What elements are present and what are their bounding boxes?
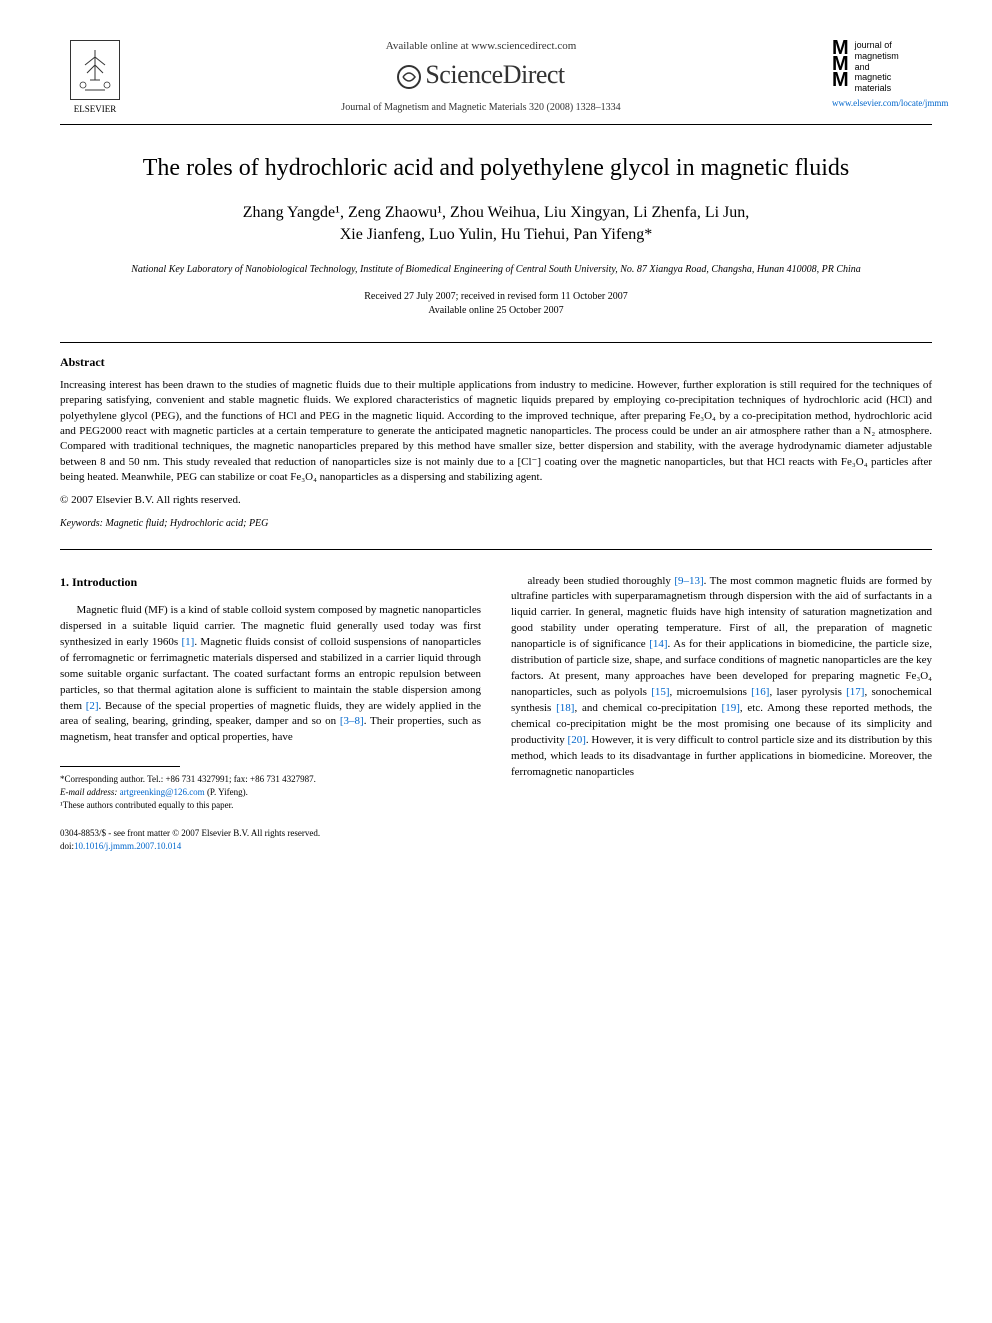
affiliation: National Key Laboratory of Nanobiologica… bbox=[60, 263, 932, 276]
ref-link-1[interactable]: [1] bbox=[182, 636, 195, 648]
journal-name: journal of magnetism and magnetic materi… bbox=[855, 40, 899, 94]
keywords-values: Magnetic fluid; Hydrochloric acid; PEG bbox=[105, 518, 268, 529]
footer-row: 0304-8853/$ - see front matter © 2007 El… bbox=[60, 827, 481, 853]
column-right: already been studied thoroughly [9–13]. … bbox=[511, 574, 932, 854]
available-date: Available online 25 October 2007 bbox=[60, 304, 932, 318]
doi-label: doi: bbox=[60, 841, 74, 851]
footer-left: 0304-8853/$ - see front matter © 2007 El… bbox=[60, 827, 320, 853]
footnote-separator bbox=[60, 766, 180, 767]
elsevier-tree-icon bbox=[70, 40, 120, 100]
abstract-text: Increasing interest has been drawn to th… bbox=[60, 378, 932, 486]
abstract-heading: Abstract bbox=[60, 355, 932, 370]
authors-line-1: Zhang Yangde¹, Zeng Zhaowu¹, Zhou Weihua… bbox=[60, 202, 932, 224]
keywords-line: Keywords: Magnetic fluid; Hydrochloric a… bbox=[60, 518, 932, 529]
equal-contribution: ¹These authors contributed equally to th… bbox=[60, 799, 481, 812]
email-suffix: (P. Yifeng). bbox=[207, 787, 248, 797]
body-columns: 1. Introduction Magnetic fluid (MF) is a… bbox=[60, 574, 932, 854]
authors-line-2: Xie Jianfeng, Luo Yulin, Hu Tiehui, Pan … bbox=[60, 224, 932, 246]
doi-line: doi:10.1016/j.jmmm.2007.10.014 bbox=[60, 840, 320, 853]
authors-block: Zhang Yangde¹, Zeng Zhaowu¹, Zhou Weihua… bbox=[60, 202, 932, 247]
elsevier-logo: ELSEVIER bbox=[60, 40, 130, 114]
journal-logo: MMM journal of magnetism and magnetic ma… bbox=[832, 40, 932, 108]
copyright-text: © 2007 Elsevier B.V. All rights reserved… bbox=[60, 494, 932, 506]
ref-link-3-8[interactable]: [3–8] bbox=[340, 715, 364, 727]
doi-link[interactable]: 10.1016/j.jmmm.2007.10.014 bbox=[74, 841, 181, 851]
email-line: E-mail address: artgreenking@126.com (P.… bbox=[60, 786, 481, 799]
center-header: Available online at www.sciencedirect.co… bbox=[130, 40, 832, 113]
article-dates: Received 27 July 2007; received in revis… bbox=[60, 290, 932, 318]
ref-link-20[interactable]: [20] bbox=[568, 734, 586, 746]
email-link[interactable]: artgreenking@126.com bbox=[120, 787, 205, 797]
ref-link-15[interactable]: [15] bbox=[651, 686, 669, 698]
ref-link-17[interactable]: [17] bbox=[846, 686, 864, 698]
intro-heading: 1. Introduction bbox=[60, 574, 481, 591]
abstract-top-rule bbox=[60, 342, 932, 343]
corresponding-author: *Corresponding author. Tel.: +86 731 432… bbox=[60, 773, 481, 786]
header-rule bbox=[60, 124, 932, 125]
sciencedirect-icon bbox=[397, 65, 421, 89]
ref-link-19[interactable]: [19] bbox=[722, 702, 740, 714]
journal-reference: Journal of Magnetism and Magnetic Materi… bbox=[130, 102, 832, 113]
column-left: 1. Introduction Magnetic fluid (MF) is a… bbox=[60, 574, 481, 854]
article-title: The roles of hydrochloric acid and polye… bbox=[60, 155, 932, 182]
available-online-text: Available online at www.sciencedirect.co… bbox=[130, 40, 832, 52]
ref-link-9-13[interactable]: [9–13] bbox=[674, 575, 703, 587]
email-label: E-mail address: bbox=[60, 787, 117, 797]
issn-line: 0304-8853/$ - see front matter © 2007 El… bbox=[60, 827, 320, 840]
abstract-bottom-rule bbox=[60, 549, 932, 550]
keywords-label: Keywords: bbox=[60, 518, 103, 529]
journal-url-link[interactable]: www.elsevier.com/locate/jmmm bbox=[832, 98, 932, 108]
ref-link-2[interactable]: [2] bbox=[86, 700, 99, 712]
ref-link-14[interactable]: [14] bbox=[649, 638, 667, 650]
page-header: ELSEVIER Available online at www.science… bbox=[60, 40, 932, 114]
received-date: Received 27 July 2007; received in revis… bbox=[60, 290, 932, 304]
sciencedirect-logo: ScienceDirect bbox=[130, 60, 832, 90]
elsevier-label: ELSEVIER bbox=[60, 104, 130, 114]
ref-link-18[interactable]: [18] bbox=[556, 702, 574, 714]
intro-para-left: Magnetic fluid (MF) is a kind of stable … bbox=[60, 603, 481, 746]
ref-link-16[interactable]: [16] bbox=[751, 686, 769, 698]
footnotes: *Corresponding author. Tel.: +86 731 432… bbox=[60, 773, 481, 811]
intro-para-right: already been studied thoroughly [9–13]. … bbox=[511, 574, 932, 781]
journal-mm-icon: MMM bbox=[832, 40, 849, 88]
